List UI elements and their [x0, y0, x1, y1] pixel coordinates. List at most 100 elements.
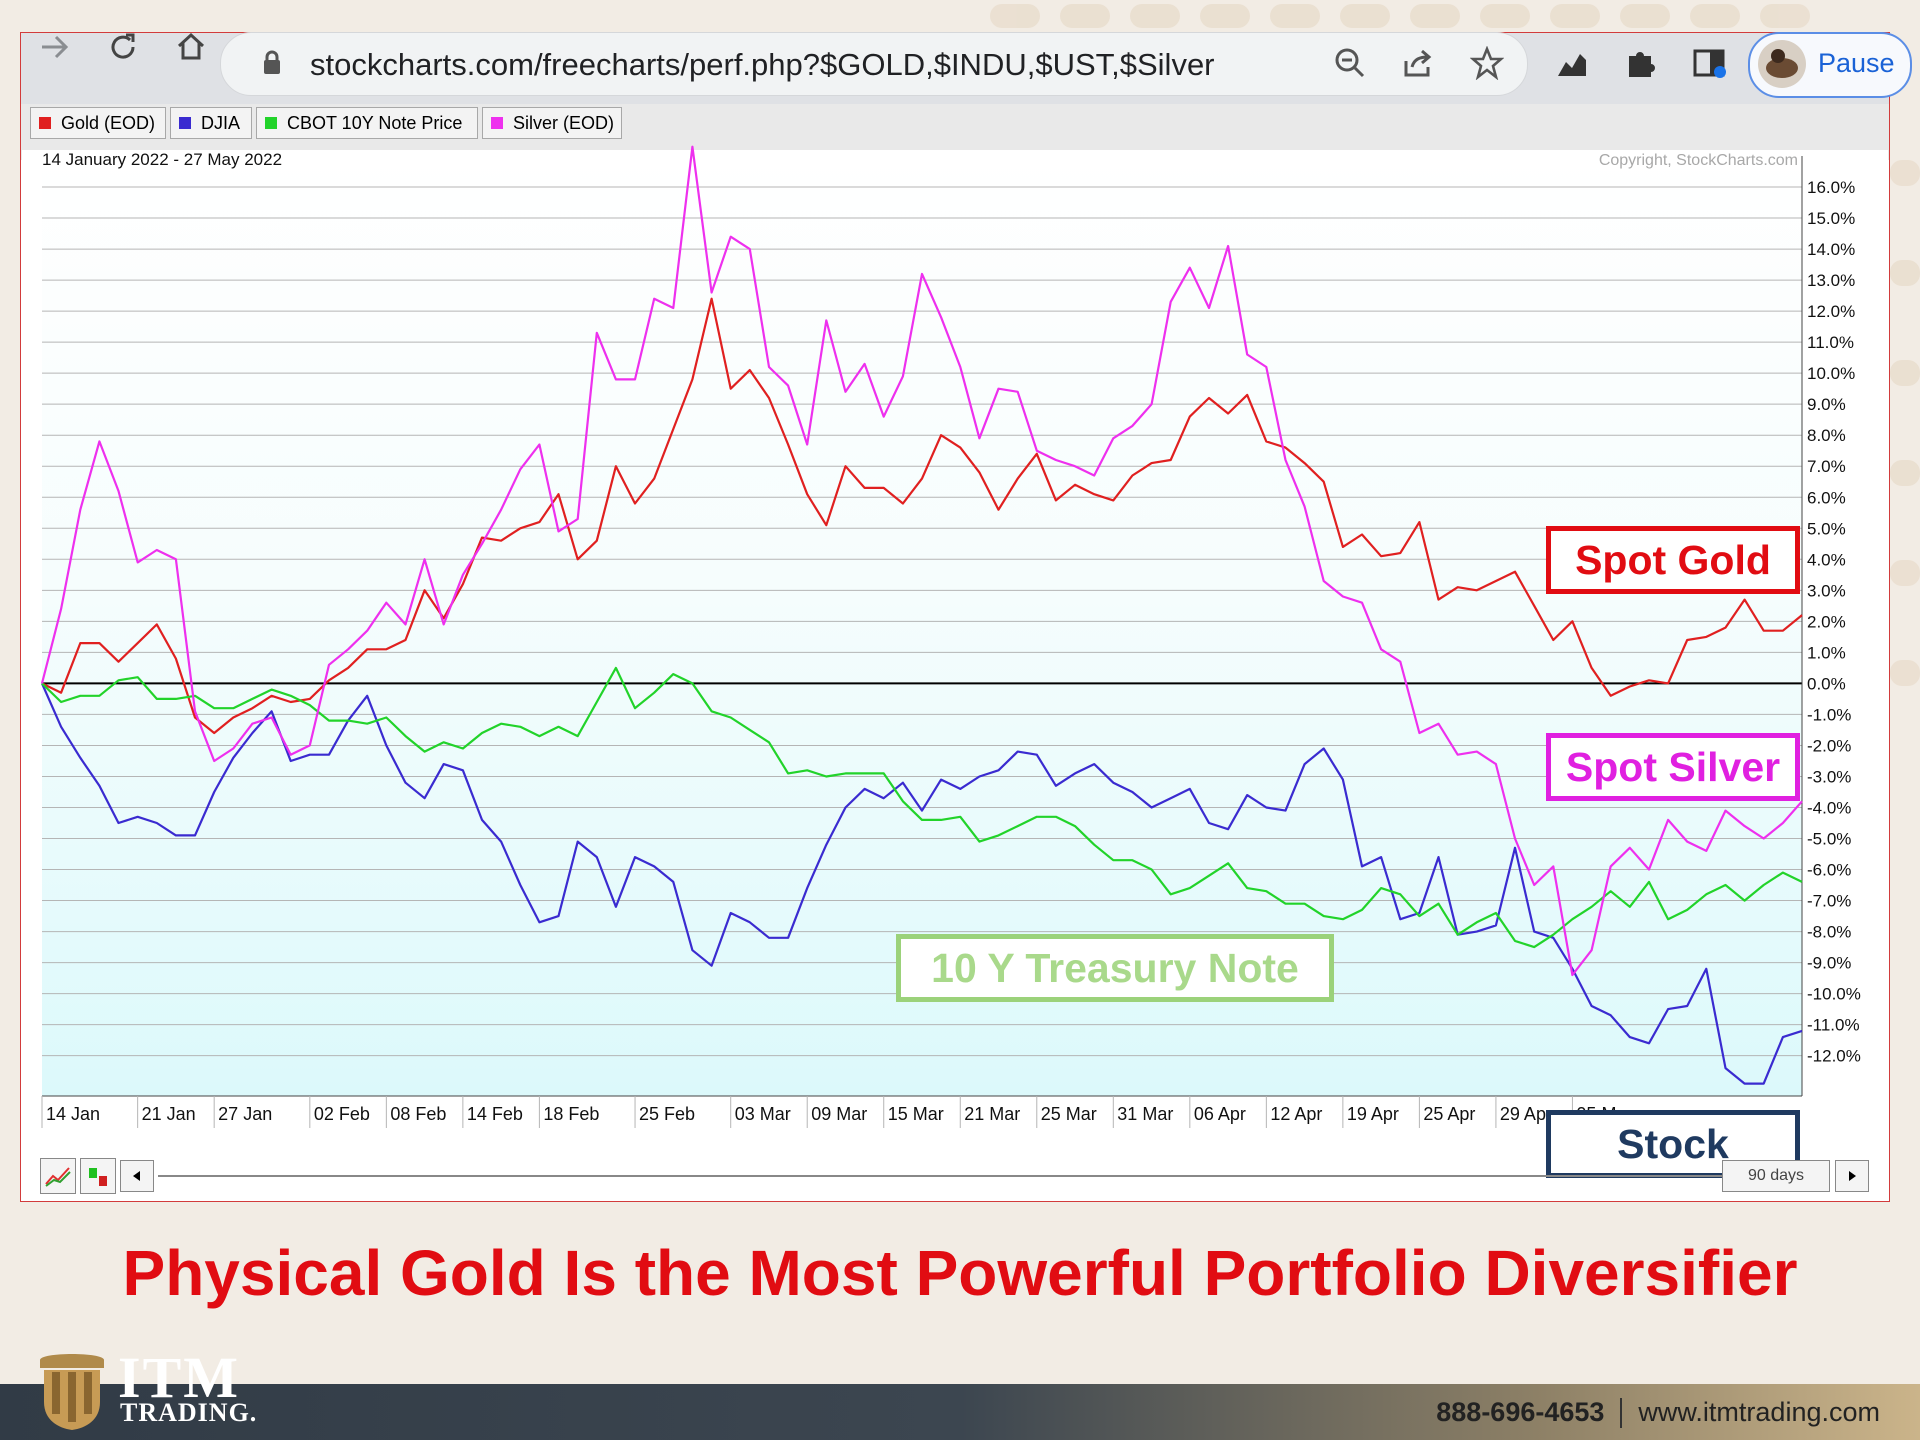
y-tick-label: 13.0%	[1807, 271, 1855, 290]
y-tick-label: 7.0%	[1807, 457, 1846, 476]
legend-label: Silver (EOD)	[513, 112, 615, 133]
legend-item[interactable]: Gold (EOD)	[30, 107, 166, 139]
x-tick-label: 08 Feb	[390, 1104, 446, 1124]
stock-label-text: Stock	[1617, 1120, 1729, 1167]
chart-type-button[interactable]	[40, 1158, 76, 1194]
avatar	[1758, 40, 1806, 88]
y-tick-label: 10.0%	[1807, 364, 1855, 383]
x-tick-label: 09 Mar	[811, 1104, 867, 1124]
legend-swatch	[491, 117, 503, 129]
date-range-label: 14 January 2022 - 27 May 2022	[42, 150, 282, 169]
address-bar[interactable]	[220, 32, 1528, 96]
background-pattern	[990, 4, 1920, 686]
legend-label: Gold (EOD)	[61, 112, 156, 133]
x-tick-label: 21 Mar	[964, 1104, 1020, 1124]
x-tick-label: 21 Jan	[142, 1104, 196, 1124]
legend-swatch	[39, 117, 51, 129]
y-tick-label: -5.0%	[1807, 830, 1851, 849]
x-tick-label: 15 Mar	[888, 1104, 944, 1124]
reload-icon	[111, 33, 135, 59]
performance-chart: 16.0% 15.0% 14.0% 13.0% 12.0% 11.0% 10.0% 9.0% 8…	[40, 145, 1861, 1128]
scroll-right-button[interactable]	[1835, 1160, 1869, 1192]
y-tick-label: 8.0%	[1807, 426, 1846, 445]
series-line	[40, 682, 1803, 1085]
y-tick-label: 4.0%	[1807, 550, 1846, 569]
x-tick-label: 25 Apr	[1423, 1104, 1475, 1124]
candle-chart-icon	[89, 1168, 107, 1186]
footer-contact: 888-696-4653 www.itmtrading.com	[1436, 1397, 1880, 1428]
y-tick-label: 1.0%	[1807, 643, 1846, 662]
x-tick-label: 14 Feb	[467, 1104, 523, 1124]
home-button[interactable]	[166, 22, 216, 72]
x-tick-label: 14 Jan	[46, 1104, 100, 1124]
range-selector[interactable]: 90 days	[1722, 1160, 1830, 1192]
y-tick-label: 15.0%	[1807, 209, 1855, 228]
y-tick-label: 16.0%	[1807, 178, 1855, 197]
series-line	[41, 297, 1803, 735]
y-tick-label: 14.0%	[1807, 240, 1855, 259]
y-tick-label: 2.0%	[1807, 612, 1846, 631]
y-tick-label: 12.0%	[1807, 302, 1855, 321]
y-tick-label: 3.0%	[1807, 581, 1846, 600]
series-line	[41, 666, 1803, 949]
y-tick-label: -10.0%	[1807, 985, 1861, 1004]
y-tick-label: -12.0%	[1807, 1047, 1861, 1066]
y-tick-label: -3.0%	[1807, 767, 1851, 786]
bar-chart-type-button[interactable]	[80, 1158, 116, 1194]
treasury-label: 10 Y Treasury Note	[896, 934, 1334, 1002]
x-tick-label: 29 Apr	[1500, 1104, 1552, 1124]
copyright-label: Copyright, StockCharts.com	[1599, 152, 1798, 169]
side-panel-icon[interactable]	[1692, 46, 1726, 80]
zoom-out-icon[interactable]	[1334, 47, 1366, 79]
itm-logo-icon	[40, 1354, 104, 1430]
logo-wordmark: ITM	[118, 1345, 240, 1410]
lock-icon	[264, 50, 280, 74]
y-tick-label: -7.0%	[1807, 892, 1851, 911]
spot-silver-label-text: Spot Silver	[1565, 743, 1781, 790]
x-tick-label: 25 Mar	[1041, 1104, 1097, 1124]
y-tick-label: -8.0%	[1807, 923, 1851, 942]
logo-subtitle: TRADING.	[120, 1398, 258, 1427]
x-tick-label: 31 Mar	[1117, 1104, 1173, 1124]
scroll-track[interactable]	[158, 1175, 1722, 1177]
legend-item[interactable]: DJIA	[170, 107, 252, 139]
extensions-puzzle-icon[interactable]	[1624, 46, 1658, 80]
x-tick-label: 27 Jan	[218, 1104, 272, 1124]
bookmark-star-icon[interactable]	[1470, 46, 1504, 80]
x-tick-label: 19 Apr	[1347, 1104, 1399, 1124]
legend-swatch	[265, 117, 277, 129]
legend-item[interactable]: CBOT 10Y Note Price	[256, 107, 478, 139]
footer-bar	[0, 1384, 1920, 1440]
line-chart-icon	[45, 1167, 71, 1187]
y-tick-label: -4.0%	[1807, 798, 1851, 817]
x-tick-label: 06 Apr	[1194, 1104, 1246, 1124]
share-icon[interactable]	[1402, 47, 1434, 79]
forward-button[interactable]	[30, 22, 80, 72]
profile-label: Pause	[1818, 48, 1895, 78]
treasury-label-text: 10 Y Treasury Note	[931, 944, 1299, 991]
legend-swatch	[179, 117, 191, 129]
home-icon	[177, 32, 205, 60]
scroll-left-button[interactable]	[120, 1160, 154, 1192]
footer-website[interactable]: www.itmtrading.com	[1638, 1397, 1880, 1427]
triangle-right-icon	[1849, 1171, 1856, 1181]
spot-silver-label: Spot Silver	[1546, 733, 1800, 801]
y-tick-label: -9.0%	[1807, 954, 1851, 973]
y-tick-label: -1.0%	[1807, 705, 1851, 724]
reload-button[interactable]	[98, 22, 148, 72]
x-tick-label: 12 Apr	[1270, 1104, 1322, 1124]
arrow-right-icon	[42, 35, 69, 59]
caption-headline: Physical Gold Is the Most Powerful Portf…	[122, 1237, 1798, 1309]
legend-item[interactable]: Silver (EOD)	[482, 107, 622, 139]
y-tick-label: 0.0%	[1807, 674, 1846, 693]
footer-phone[interactable]: 888-696-4653	[1436, 1397, 1605, 1427]
y-tick-label: 5.0%	[1807, 519, 1846, 538]
triangle-left-icon	[133, 1171, 140, 1181]
url-text: stockcharts.com/freecharts/perf.php?$GOL…	[310, 47, 1215, 82]
stockcharts-extension-icon[interactable]	[1556, 48, 1588, 78]
series-line	[40, 145, 1803, 977]
y-tick-label: -6.0%	[1807, 861, 1851, 880]
spot-gold-label: Spot Gold	[1546, 526, 1800, 594]
legend-label: DJIA	[201, 112, 241, 133]
y-tick-label: -2.0%	[1807, 736, 1851, 755]
